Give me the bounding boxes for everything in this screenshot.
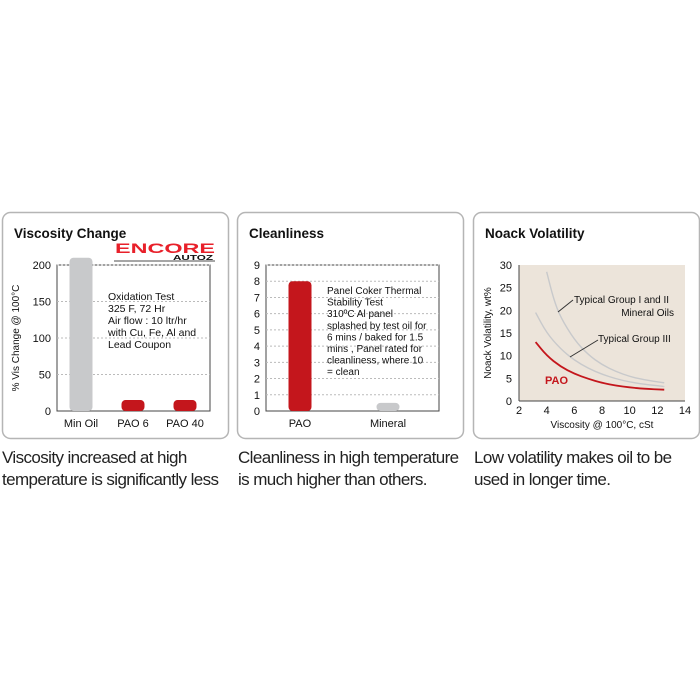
bar-pao-6: [121, 400, 145, 411]
bar-mineral: [376, 402, 400, 411]
logo-subtext: AUTOZ: [173, 255, 214, 262]
annotation-line: cleanliness, where 10: [327, 356, 424, 367]
annotation-line: 310ºC Al panel: [327, 309, 393, 320]
y-tick-label: 100: [33, 333, 51, 345]
annotation-line: 6 mins / baked for 1.5: [327, 332, 424, 343]
annotation-line: mins , Panel rated for: [327, 344, 423, 355]
annotation-line: splashed by test oil for: [327, 321, 427, 332]
x-tick-label: 4: [544, 405, 550, 417]
bar-pao-40: [173, 400, 197, 411]
chart-title: Cleanliness: [249, 226, 324, 241]
x-tick-label: PAO: [289, 418, 312, 430]
chart-title: Noack Volatility: [485, 226, 585, 241]
x-tick-label: PAO 6: [117, 418, 149, 430]
y-tick-label: 1: [254, 390, 260, 402]
x-tick-label: 14: [679, 405, 691, 417]
series-label: Typical Group I and II: [574, 295, 669, 306]
caption-line: temperature is significantly less: [2, 470, 219, 489]
series-label: PAO: [545, 375, 568, 387]
x-tick-label: 12: [651, 405, 663, 417]
y-tick-label: 2: [254, 374, 260, 386]
y-tick-label: 10: [500, 351, 512, 363]
x-tick-label: 6: [571, 405, 577, 417]
y-tick-label: 25: [500, 283, 512, 295]
y-tick-label: 5: [254, 325, 260, 337]
caption-line: Viscosity increased at high: [2, 448, 187, 467]
x-tick-label: 10: [624, 405, 636, 417]
y-tick-label: 3: [254, 357, 260, 369]
series-label: Typical Group III: [598, 334, 671, 345]
y-axis-label: % Vis Change @ 100°C: [11, 285, 22, 392]
x-tick-label: Mineral: [370, 418, 406, 430]
y-tick-label: 9: [254, 260, 260, 272]
caption-line: is much higher than others.: [238, 470, 427, 489]
y-tick-label: 0: [254, 406, 260, 418]
caption-line: Low volatility makes oil to be: [474, 448, 672, 467]
y-tick-label: 0: [506, 396, 512, 408]
annotation-line: = clean: [327, 367, 360, 378]
series-line: [534, 341, 665, 391]
y-tick-label: 20: [500, 305, 512, 317]
y-tick-label: 200: [33, 260, 51, 272]
bar-min-oil: [69, 257, 93, 411]
leader-line: [557, 299, 574, 313]
chart-panel-3: Noack Volatility 0 5 10 15 20 25 30 2 4 6 8 10 12 14 Vi…: [472, 211, 700, 440]
caption-line: Cleanliness in high temperature: [238, 448, 459, 467]
x-axis-label: Viscosity @ 100°C, cSt: [551, 420, 654, 431]
chart-panel-1: Viscosity Change 0 50 100 150 200 % Vis Change…: [1, 211, 230, 440]
annotation-line: Air flow : 10 ltr/hr: [108, 315, 187, 327]
chart-title: Viscosity Change: [14, 226, 127, 241]
caption-viscosity: Viscosity increased at high temperature …: [2, 447, 219, 491]
y-tick-label: 8: [254, 276, 260, 288]
logo-text: ENCORE: [115, 240, 215, 256]
chart-panel-2: Cleanliness 0 1 2 3 4 5 6 7 8 9 PAO Mineral Panel Cok…: [236, 211, 465, 440]
bar-pao: [288, 281, 312, 411]
series-line: [545, 271, 665, 384]
caption-cleanliness: Cleanliness in high temperature is much …: [238, 447, 459, 491]
x-tick-label: 2: [516, 405, 522, 417]
x-tick-label: Min Oil: [64, 418, 98, 430]
y-axis-label: Noack Volatility, wt%: [483, 287, 494, 379]
annotation-line: Oxidation Test: [108, 291, 174, 303]
plot-frame: [265, 264, 440, 412]
x-tick-label: PAO 40: [166, 418, 204, 430]
series-label: Mineral Oils: [621, 308, 674, 319]
y-tick-label: 150: [33, 297, 51, 309]
caption-noack: Low volatility makes oil to be used in l…: [474, 447, 672, 491]
y-tick-label: 30: [500, 260, 512, 272]
caption-line: used in longer time.: [474, 470, 611, 489]
leader-line: [569, 339, 599, 358]
y-tick-label: 0: [45, 406, 51, 418]
annotation-line: Lead Coupon: [108, 339, 171, 351]
annotation-line: Stability Test: [327, 298, 383, 309]
annotation-line: with Cu, Fe, Al and: [107, 327, 196, 339]
annotation-line: Panel Coker Thermal: [327, 286, 421, 297]
annotation-line: 325 F, 72 Hr: [108, 303, 166, 315]
panel-frame: [1, 211, 230, 440]
y-tick-label: 15: [500, 328, 512, 340]
x-tick-label: 8: [599, 405, 605, 417]
series-line: [534, 312, 665, 388]
y-tick-label: 4: [254, 341, 260, 353]
plot-background: [519, 265, 685, 401]
y-tick-label: 6: [254, 309, 260, 321]
y-tick-label: 50: [39, 370, 51, 382]
y-tick-label: 5: [506, 373, 512, 385]
y-tick-label: 7: [254, 292, 260, 304]
